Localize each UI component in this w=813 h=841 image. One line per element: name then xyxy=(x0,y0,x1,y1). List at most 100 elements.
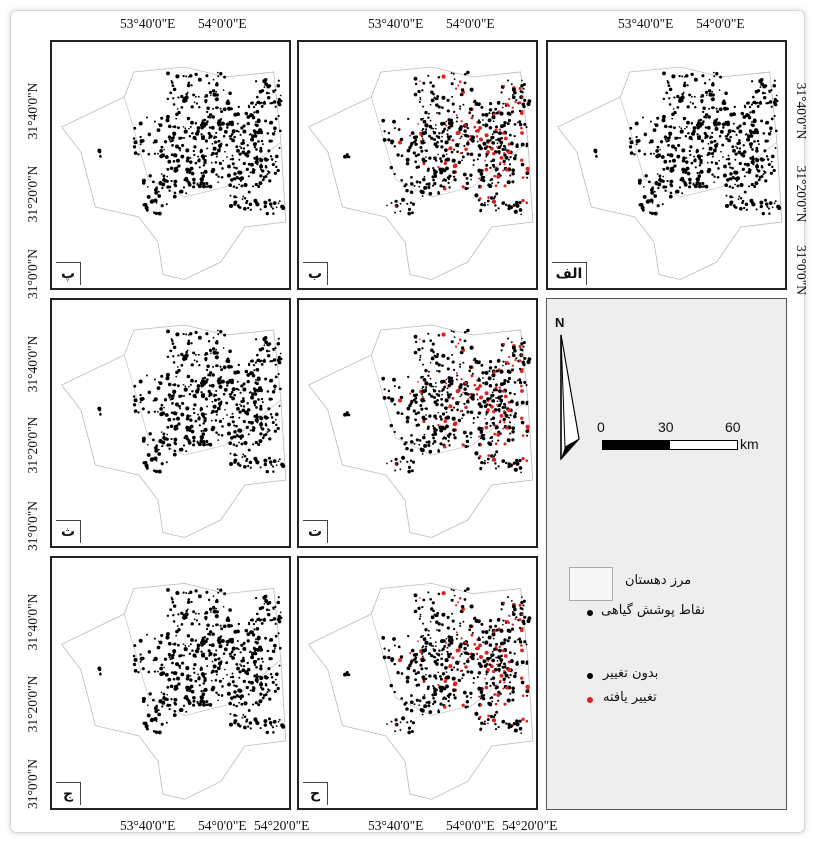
vegetation-point xyxy=(399,202,402,205)
vegetation-point xyxy=(706,125,711,130)
vegetation-point xyxy=(214,161,218,164)
vegetation-point xyxy=(414,160,417,164)
vegetation-point xyxy=(498,386,501,389)
vegetation-point xyxy=(266,353,271,358)
vegetation-point xyxy=(227,682,231,687)
vegetation-point xyxy=(525,660,529,664)
vegetation-point xyxy=(240,404,243,408)
vegetation-point xyxy=(258,181,263,186)
panel-label: الف xyxy=(552,262,587,285)
vegetation-point xyxy=(485,163,489,167)
vegetation-point xyxy=(439,677,443,681)
vegetation-point xyxy=(201,432,206,436)
vegetation-point xyxy=(170,153,174,157)
vegetation-point xyxy=(480,721,484,725)
vegetation-point xyxy=(446,148,449,151)
vegetation-point xyxy=(518,367,522,371)
vegetation-point xyxy=(132,662,137,667)
vegetation-point xyxy=(233,453,237,457)
vegetation-point xyxy=(428,382,433,387)
vegetation-point xyxy=(239,697,243,701)
vegetation-point xyxy=(193,671,196,674)
vegetation-point xyxy=(422,162,426,166)
vegetation-point xyxy=(208,348,213,353)
vegetation-point xyxy=(442,696,446,700)
vegetation-point xyxy=(253,663,257,667)
vegetation-point xyxy=(160,116,164,120)
vegetation-point xyxy=(165,721,168,724)
vegetation-point xyxy=(165,461,168,464)
vegetation-point xyxy=(162,435,166,438)
vegetation-point xyxy=(382,395,387,400)
vegetation-point xyxy=(451,619,455,623)
vegetation-point xyxy=(254,160,259,165)
vegetation-point xyxy=(206,147,209,150)
vegetation-point xyxy=(419,354,422,357)
vegetation-point xyxy=(757,169,761,173)
vegetation-point xyxy=(452,589,455,592)
vegetation-point xyxy=(755,146,759,150)
vegetation-point xyxy=(199,180,204,186)
vegetation-point xyxy=(665,166,670,171)
vegetation-point xyxy=(276,426,280,431)
vegetation-point xyxy=(516,723,519,726)
vegetation-point xyxy=(690,72,694,77)
vegetation-point xyxy=(681,148,686,153)
vegetation-point xyxy=(246,639,250,643)
vegetation-point xyxy=(432,685,435,688)
vegetation-point xyxy=(437,370,441,373)
vegetation-point xyxy=(419,98,422,101)
vegetation-point xyxy=(182,96,187,101)
vegetation-point xyxy=(491,676,496,680)
vegetation-point xyxy=(462,391,464,394)
vegetation-point xyxy=(219,624,222,627)
vegetation-point xyxy=(215,173,218,176)
vegetation-point xyxy=(236,463,239,465)
vegetation-point xyxy=(163,406,165,409)
vegetation-point xyxy=(749,132,753,135)
vegetation-point xyxy=(427,332,430,335)
vegetation-point xyxy=(240,442,244,446)
vegetation-point xyxy=(226,673,228,676)
vegetation-point xyxy=(673,96,676,99)
vegetation-point xyxy=(191,121,194,125)
vegetation-point xyxy=(713,140,716,143)
vegetation-point xyxy=(731,196,734,199)
vegetation-point xyxy=(410,389,415,393)
vegetation-point xyxy=(427,112,430,115)
vegetation-point xyxy=(738,124,742,128)
vegetation-point xyxy=(451,612,454,615)
vegetation-point xyxy=(206,120,209,123)
vegetation-point xyxy=(446,646,449,649)
vegetation-point xyxy=(503,421,506,424)
vegetation-point xyxy=(220,660,223,663)
vegetation-point xyxy=(487,454,490,457)
vegetation-point xyxy=(228,203,234,209)
vegetation-point xyxy=(450,118,454,122)
vegetation-point xyxy=(714,176,716,178)
vegetation-point xyxy=(458,127,463,132)
vegetation-point xyxy=(448,404,453,409)
vegetation-point xyxy=(412,653,417,657)
vegetation-point xyxy=(443,161,448,166)
vegetation-point xyxy=(414,138,418,142)
vegetation-point xyxy=(478,177,481,180)
vegetation-point xyxy=(593,148,598,153)
vegetation-point xyxy=(173,449,177,453)
vegetation-point xyxy=(432,127,435,130)
vegetation-point xyxy=(222,159,225,162)
vegetation-point xyxy=(475,135,479,138)
vegetation-point xyxy=(393,430,396,434)
vegetation-point xyxy=(220,121,225,126)
vegetation-point xyxy=(211,167,216,172)
vegetation-point xyxy=(229,624,233,628)
vegetation-point xyxy=(259,149,263,153)
vegetation-point xyxy=(172,643,174,646)
vegetation-point xyxy=(744,202,749,207)
vegetation-point xyxy=(468,628,472,632)
vegetation-point xyxy=(513,381,517,384)
vegetation-point xyxy=(242,129,247,134)
vegetation-point xyxy=(497,181,500,184)
vegetation-point xyxy=(504,203,508,207)
vegetation-point xyxy=(248,391,251,394)
